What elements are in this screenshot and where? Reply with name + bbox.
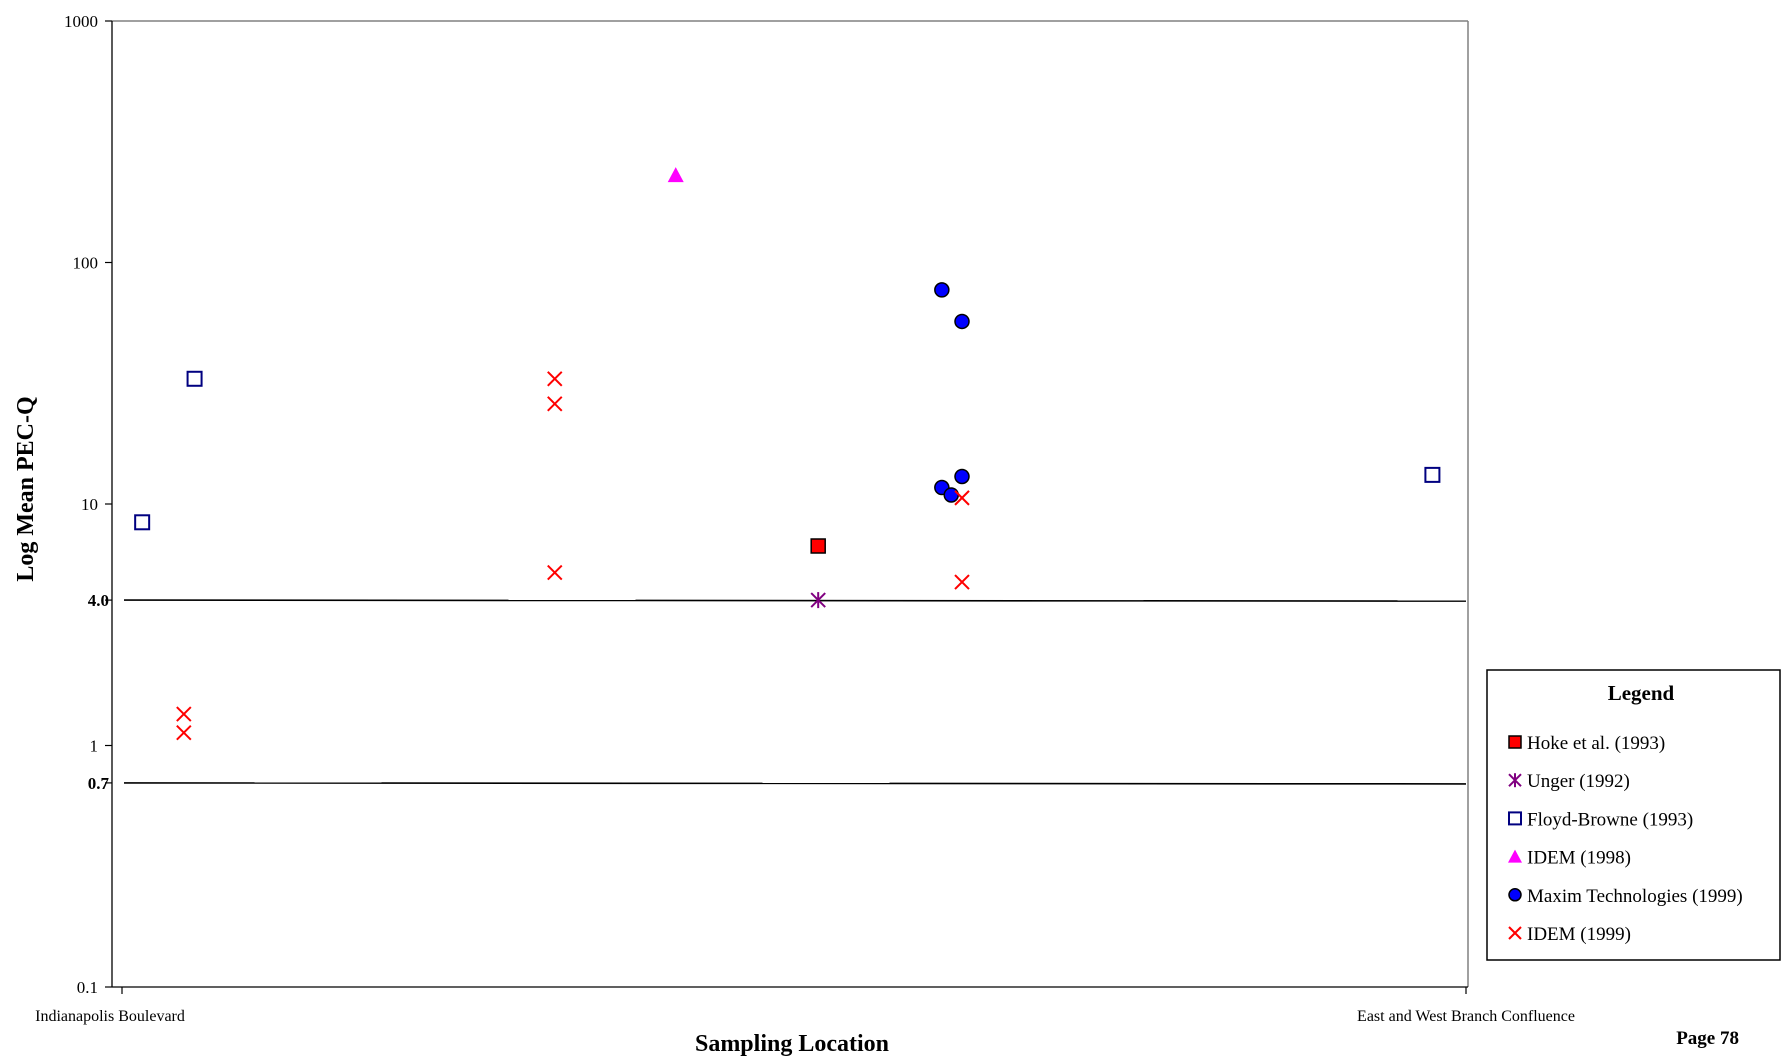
x-tick-label: East and West Branch Confluence [1357,1008,1575,1025]
data-point-series-1 [810,592,826,609]
legend-marker [1508,888,1522,902]
page-number: Page 78 [1676,1028,1739,1049]
data-points [134,167,1441,741]
y-tick-label: 1 [90,737,99,756]
y-axis-title: Log Mean PEC-Q [13,396,39,581]
data-point-series-4 [934,282,950,298]
data-point-series-2 [1424,466,1441,483]
legend: Legend Hoke et al. (1993) Unger (1992) Floy… [1486,669,1781,961]
data-point-series-5 [954,490,970,506]
reference-line [123,782,1467,785]
reference-lines: 4.0 0.7 [88,591,1467,793]
legend-marker [1508,849,1522,863]
data-point-series-5 [176,724,192,741]
legend-entry: Hoke et al. (1993) [1527,733,1665,754]
reference-line-label: 4.0 [88,591,109,610]
reference-line [123,599,1467,602]
x-axis-title: Sampling Location [695,1031,889,1057]
legend-box [1486,669,1781,961]
y-tick-label: 100 [73,254,99,273]
data-point-series-0 [810,538,826,554]
plot-area [111,20,1469,988]
reference-line-label: 0.7 [88,774,110,793]
legend-entry: Unger (1992) [1527,771,1630,792]
x-tick-label: Indianapolis Boulevard [35,1008,185,1025]
legend-marker [1508,926,1522,940]
legend-marker [1508,811,1522,826]
data-point-series-4 [943,487,959,503]
data-point-series-4 [954,468,970,485]
y-tick-label: 0.1 [77,978,98,997]
legend-entry: IDEM (1999) [1527,924,1631,945]
data-point-series-4 [954,313,970,330]
data-point-series-2 [134,514,151,531]
y-axis-ticks: 0.1 1 10 100 1000 [64,12,112,997]
legend-entry: Floyd-Browne (1993) [1527,809,1693,830]
data-point-series-2 [186,370,203,387]
data-point-series-3 [667,167,684,183]
y-tick-label: 10 [81,495,98,514]
data-point-series-5 [547,371,563,387]
data-point-series-5 [547,564,563,581]
legend-marker [1508,773,1522,788]
legend-entry: Maxim Technologies (1999) [1527,886,1743,907]
legend-title: Legend [1608,681,1675,705]
legend-entry: IDEM (1998) [1527,848,1631,869]
data-point-series-5 [547,396,563,412]
data-point-series-5 [176,706,192,722]
legend-marker [1508,735,1522,749]
x-axis-ticks: Indianapolis Boulevard East and West Bran… [35,987,1575,1025]
data-point-series-5 [954,574,970,590]
y-tick-label: 1000 [64,12,98,31]
